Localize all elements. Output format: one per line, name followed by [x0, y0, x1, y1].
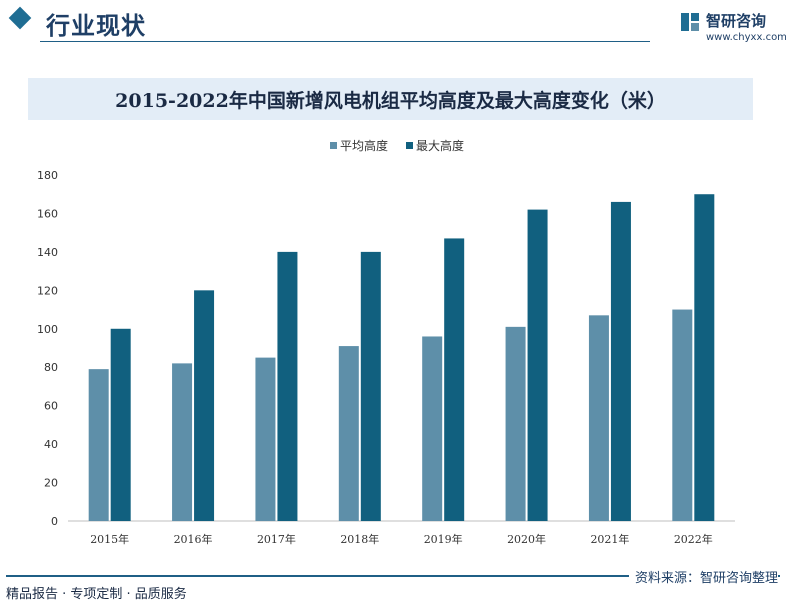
- logo-url: www.chyxx.com: [706, 32, 786, 43]
- diamond-icon: [8, 6, 32, 30]
- y-tick-label: 60: [44, 400, 58, 413]
- bar: [610, 201, 631, 521]
- y-tick-label: 80: [44, 361, 58, 374]
- data-source: 资料来源：智研咨询整理: [628, 567, 778, 586]
- bar: [110, 328, 131, 521]
- y-tick-label: 20: [44, 477, 58, 490]
- y-tick-label: 120: [37, 284, 58, 297]
- x-tick-label: 2015年: [90, 532, 129, 546]
- legend-label: 平均高度: [340, 138, 388, 153]
- bar: [672, 309, 693, 521]
- chart-title: 2015-2022年中国新增风电机组平均高度及最大高度变化（米）: [28, 78, 753, 120]
- y-tick-label: 160: [37, 207, 58, 220]
- bar: [338, 346, 359, 521]
- x-tick-label: 2018年: [340, 532, 379, 546]
- x-tick-label: 2020年: [507, 532, 546, 546]
- bar: [588, 315, 609, 521]
- bar: [194, 290, 215, 521]
- logo-icon: [681, 13, 699, 31]
- x-tick-label: 2019年: [424, 532, 463, 546]
- y-tick-label: 0: [51, 515, 58, 528]
- bar: [255, 357, 276, 521]
- bar: [422, 336, 443, 521]
- footer-slogan: 精品报告 · 专项定制 · 品质服务: [6, 587, 187, 602]
- y-tick-label: 40: [44, 438, 58, 451]
- section-title: 行业现状: [46, 12, 146, 40]
- bar: [505, 326, 526, 521]
- x-tick-label: 2017年: [257, 532, 296, 546]
- legend-swatch: [330, 142, 337, 149]
- bar: [694, 194, 715, 521]
- y-tick-label: 100: [37, 323, 58, 336]
- footer-divider: [6, 575, 780, 577]
- page-header: 行业现状 智研咨询 www.chyxx.com: [0, 0, 786, 50]
- x-tick-label: 2016年: [174, 532, 213, 546]
- legend-label: 最大高度: [416, 138, 464, 153]
- x-tick-label: 2021年: [590, 532, 629, 546]
- x-tick-label: 2022年: [674, 532, 713, 546]
- brand-logo: 智研咨询 www.chyxx.com: [680, 8, 786, 48]
- header-divider: [40, 41, 650, 42]
- logo-name: 智研咨询: [706, 12, 767, 30]
- y-tick-label: 140: [37, 246, 58, 259]
- y-tick-label: 180: [37, 169, 58, 182]
- bar: [527, 209, 548, 521]
- bar: [444, 238, 465, 521]
- bar: [360, 251, 381, 521]
- bar: [277, 251, 298, 521]
- legend-swatch: [406, 142, 413, 149]
- bar-chart: 平均高度 最大高度 0 20 40 60 80 100 120 140 160 180 2015年 201…: [37, 138, 735, 546]
- bar: [172, 363, 193, 521]
- bar: [88, 369, 109, 521]
